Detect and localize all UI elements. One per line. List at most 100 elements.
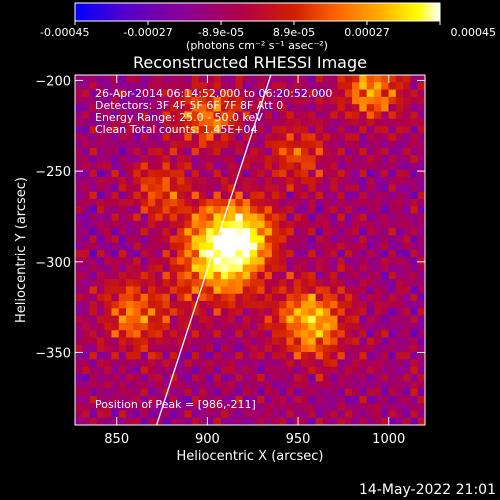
heatmap-pixel — [330, 235, 338, 244]
heatmap-pixel — [206, 344, 214, 353]
heatmap-pixel — [257, 330, 265, 338]
heatmap-pixel — [322, 198, 331, 207]
heatmap-pixel — [301, 133, 309, 142]
heatmap-pixel — [373, 111, 382, 120]
heatmap-pixel — [155, 177, 163, 185]
footer-datetime: 14-May-2022 21:01 — [359, 482, 496, 498]
heatmap-pixel — [337, 344, 346, 353]
heatmap-pixel — [352, 315, 360, 324]
heatmap-pixel — [264, 118, 273, 127]
heatmap-pixel — [279, 96, 287, 105]
heatmap-pixel — [403, 118, 411, 127]
heatmap-pixel — [242, 242, 251, 251]
heatmap-pixel — [381, 82, 389, 90]
heatmap-pixel — [286, 264, 295, 273]
heatmap-pixel — [359, 366, 368, 375]
heatmap-pixel — [147, 133, 156, 142]
heatmap-pixel — [104, 373, 112, 382]
heatmap-pixel — [381, 373, 389, 382]
heatmap-pixel — [395, 191, 404, 200]
heatmap-pixel — [301, 89, 309, 98]
heatmap-pixel — [286, 388, 295, 397]
heatmap-pixel — [250, 198, 258, 207]
heatmap-pixel — [169, 147, 178, 156]
heatmap-pixel — [366, 366, 375, 375]
heatmap-pixel — [373, 286, 382, 295]
heatmap-pixel — [359, 220, 368, 229]
heatmap-pixel — [417, 118, 425, 127]
heatmap-pixel — [337, 410, 346, 419]
heatmap-pixel — [250, 228, 258, 236]
heatmap-pixel — [191, 96, 200, 105]
heatmap-pixel — [104, 111, 112, 120]
heatmap-pixel — [82, 395, 90, 404]
heatmap-pixel — [352, 198, 360, 207]
heatmap-pixel — [403, 257, 411, 265]
heatmap-pixel — [271, 322, 280, 331]
heatmap-pixel — [301, 373, 309, 382]
heatmap-pixel — [373, 344, 382, 353]
heatmap-pixel — [155, 395, 163, 404]
heatmap-pixel — [257, 337, 265, 346]
heatmap-pixel — [344, 104, 353, 112]
heatmap-pixel — [388, 191, 397, 200]
heatmap-pixel — [111, 126, 120, 134]
heatmap-pixel — [75, 271, 83, 280]
heatmap-pixel — [286, 75, 295, 83]
heatmap-pixel — [126, 235, 134, 244]
heatmap-pixel — [147, 271, 156, 280]
heatmap-pixel — [301, 75, 309, 83]
heatmap-pixel — [198, 293, 207, 302]
heatmap-pixel — [264, 235, 273, 244]
heatmap-pixel — [279, 293, 287, 302]
heatmap-pixel — [410, 155, 419, 163]
heatmap-pixel — [373, 271, 382, 280]
heatmap-pixel — [264, 388, 273, 397]
heatmap-pixel — [352, 366, 360, 375]
heatmap-pixel — [198, 206, 207, 214]
heatmap-pixel — [126, 279, 134, 287]
heatmap-pixel — [213, 213, 222, 222]
heatmap-pixel — [395, 96, 404, 105]
heatmap-pixel — [96, 213, 105, 222]
heatmap-pixel — [118, 388, 127, 397]
heatmap-pixel — [213, 96, 222, 105]
heatmap-pixel — [213, 395, 222, 404]
heatmap-pixel — [75, 403, 83, 411]
heatmap-pixel — [344, 133, 353, 142]
heatmap-pixel — [242, 155, 251, 163]
heatmap-pixel — [228, 264, 236, 273]
heatmap-pixel — [352, 177, 360, 185]
heatmap-pixel — [352, 220, 360, 229]
heatmap-pixel — [366, 126, 375, 134]
heatmap-pixel — [104, 140, 112, 149]
heatmap-pixel — [242, 177, 251, 185]
heatmap-pixel — [279, 344, 287, 353]
heatmap-pixel — [169, 344, 178, 353]
heatmap-pixel — [264, 126, 273, 134]
heatmap-pixel — [140, 177, 149, 185]
heatmap-pixel — [417, 301, 425, 309]
heatmap-pixel — [293, 89, 302, 98]
heatmap-pixel — [96, 286, 105, 295]
heatmap-pixel — [250, 235, 258, 244]
heatmap-pixel — [89, 82, 98, 90]
heatmap-pixel — [75, 366, 83, 375]
heatmap-pixel — [257, 308, 265, 317]
heatmap-pixel — [140, 366, 149, 375]
heatmap-pixel — [213, 337, 222, 346]
heatmap-pixel — [315, 279, 324, 287]
heatmap-pixel — [206, 381, 214, 389]
heatmap-pixel — [75, 417, 83, 425]
heatmap-pixel — [147, 177, 156, 185]
heatmap-pixel — [293, 315, 302, 324]
heatmap-pixel — [104, 388, 112, 397]
heatmap-pixel — [250, 206, 258, 214]
heatmap-pixel — [315, 359, 324, 368]
heatmap-pixel — [344, 293, 353, 302]
heatmap-pixel — [242, 315, 251, 324]
heatmap-pixel — [104, 381, 112, 389]
x-tick-label: 900 — [195, 432, 220, 447]
heatmap-pixel — [403, 403, 411, 411]
heatmap-pixel — [257, 228, 265, 236]
